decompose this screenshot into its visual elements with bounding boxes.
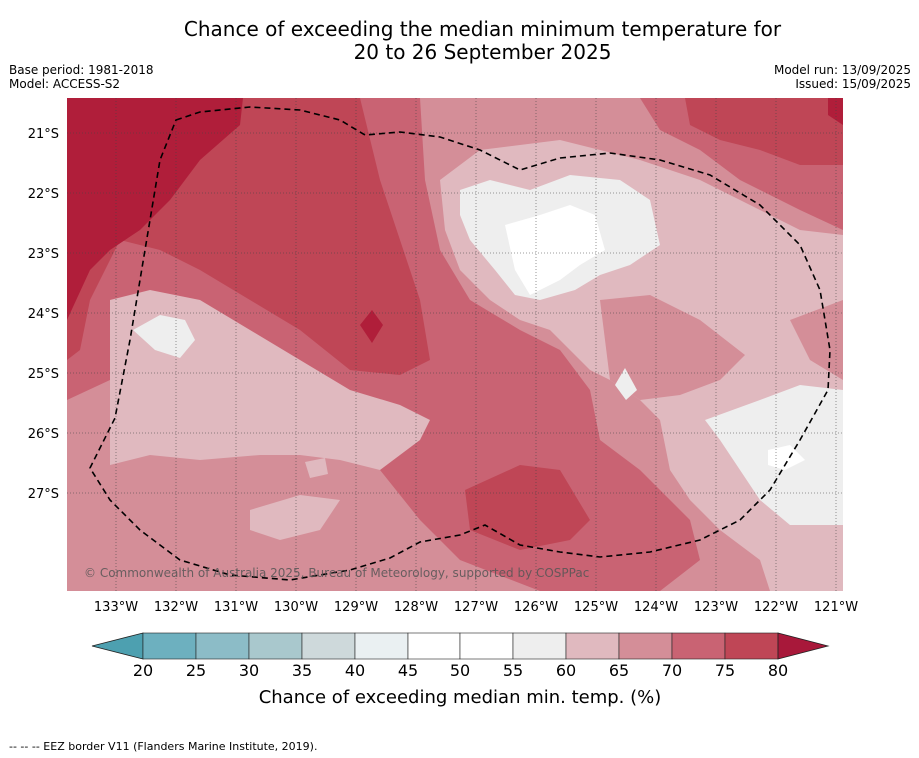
lon-label: 122°W — [754, 600, 798, 615]
lon-label: 133°W — [94, 600, 138, 615]
lon-label: 126°W — [514, 600, 558, 615]
lat-label: 27°S — [28, 487, 59, 502]
colorbar-cell — [512, 632, 567, 660]
region-80-plus-northwest — [67, 98, 243, 320]
colorbar-tick: 30 — [239, 661, 259, 680]
colorbar-cell — [618, 632, 673, 660]
colorbar-cell — [354, 632, 409, 660]
colorbar-cell — [671, 632, 726, 660]
colorbar-cell — [724, 632, 779, 660]
lat-gridlines — [67, 132, 843, 494]
region-60-65-small — [305, 458, 328, 478]
lon-gridlines — [115, 98, 837, 591]
lon-label: 130°W — [274, 600, 318, 615]
lon-label: 129°W — [334, 600, 378, 615]
colorbar-cell — [565, 632, 620, 660]
colorbar-tick: 70 — [662, 661, 682, 680]
colorbar-cell — [248, 632, 303, 660]
lat-label: 24°S — [28, 307, 59, 322]
colorbar-title: Chance of exceeding median min. temp. (%… — [259, 687, 662, 708]
region-65-70-east-patch — [600, 295, 745, 400]
region-80-plus-edge — [828, 98, 843, 125]
model-run-date: Model run: 13/09/2025 — [773, 63, 911, 77]
lon-label: 128°W — [394, 600, 438, 615]
colorbar-cell — [301, 632, 356, 660]
colorbar-tick: 50 — [450, 661, 470, 680]
region-80-plus-spot — [360, 310, 383, 343]
lat-label: 26°S — [28, 427, 59, 442]
lon-label: 132°W — [154, 600, 198, 615]
eez-legend-note: -- -- -- EEZ border V11 (Flanders Marine… — [9, 740, 318, 753]
run-info-left: Base period: 1981-2018 Model: ACCESS-S2 — [9, 63, 154, 91]
lat-label: 23°S — [28, 247, 59, 262]
run-info-right: Model run: 13/09/2025 Issued: 15/09/2025 — [774, 63, 911, 91]
colorbar-tick: 75 — [715, 661, 735, 680]
colorbar-cell — [459, 632, 514, 660]
eez-border — [89, 106, 831, 581]
region-75-80-northeast — [685, 98, 843, 165]
base-period: Base period: 1981-2018 — [9, 63, 154, 77]
colorbar-cells — [142, 632, 779, 660]
colorbar-cell — [142, 632, 197, 660]
colorbar-tick: 40 — [345, 661, 365, 680]
region-65-70-east-edge — [790, 300, 843, 380]
region-50-55-east — [768, 445, 805, 470]
lon-label: 123°W — [694, 600, 738, 615]
model-name: Model: ACCESS-S2 — [9, 77, 121, 91]
colorbar-below-triangle — [91, 632, 144, 660]
region-55-60-small — [615, 368, 637, 400]
lon-label: 127°W — [454, 600, 498, 615]
title-line-1: Chance of exceeding the median minimum t… — [183, 17, 782, 41]
colorbar-cell — [195, 632, 250, 660]
colorbar-tick: 45 — [398, 661, 418, 680]
lon-label: 125°W — [574, 600, 618, 615]
title-line-2: 20 to 26 September 2025 — [353, 40, 612, 64]
probability-map: © Commonwealth of Australia 2025, Bureau… — [67, 98, 843, 591]
lat-labels: 21°S 22°S 23°S 24°S 25°S 26°S 27°S — [28, 127, 59, 502]
lon-label: 131°W — [214, 600, 258, 615]
issued-date: Issued: 15/09/2025 — [795, 77, 911, 91]
colorbar-tick: 65 — [609, 661, 629, 680]
colorbar-tick: 60 — [556, 661, 576, 680]
colorbar-tick: 80 — [768, 661, 788, 680]
region-60-65-south — [250, 495, 340, 540]
colorbar-tick: 25 — [186, 661, 206, 680]
region-55-60-west — [133, 315, 195, 358]
colorbar-tick: 35 — [292, 661, 312, 680]
colorbar-tick: 55 — [503, 661, 523, 680]
region-50-55-center — [505, 205, 605, 295]
lat-label: 25°S — [28, 367, 59, 382]
lon-label: 121°W — [814, 600, 858, 615]
lat-label: 22°S — [28, 187, 59, 202]
lat-label: 21°S — [28, 127, 59, 142]
lon-label: 124°W — [634, 600, 678, 615]
map-title: Chance of exceeding the median minimum t… — [0, 18, 919, 64]
lon-labels: 133°W 132°W 131°W 130°W 129°W 128°W 127°… — [94, 600, 858, 615]
colorbar: 20 25 30 35 40 45 50 55 60 65 70 75 80 C… — [91, 632, 830, 708]
colorbar-tick: 20 — [133, 661, 153, 680]
colorbar-cell — [407, 632, 461, 660]
colorbar-above-triangle — [777, 632, 830, 660]
colorbar-ticks: 20 25 30 35 40 45 50 55 60 65 70 75 80 — [133, 661, 788, 680]
copyright-text: © Commonwealth of Australia 2025, Bureau… — [84, 566, 589, 580]
region-75-80-south — [465, 465, 590, 550]
